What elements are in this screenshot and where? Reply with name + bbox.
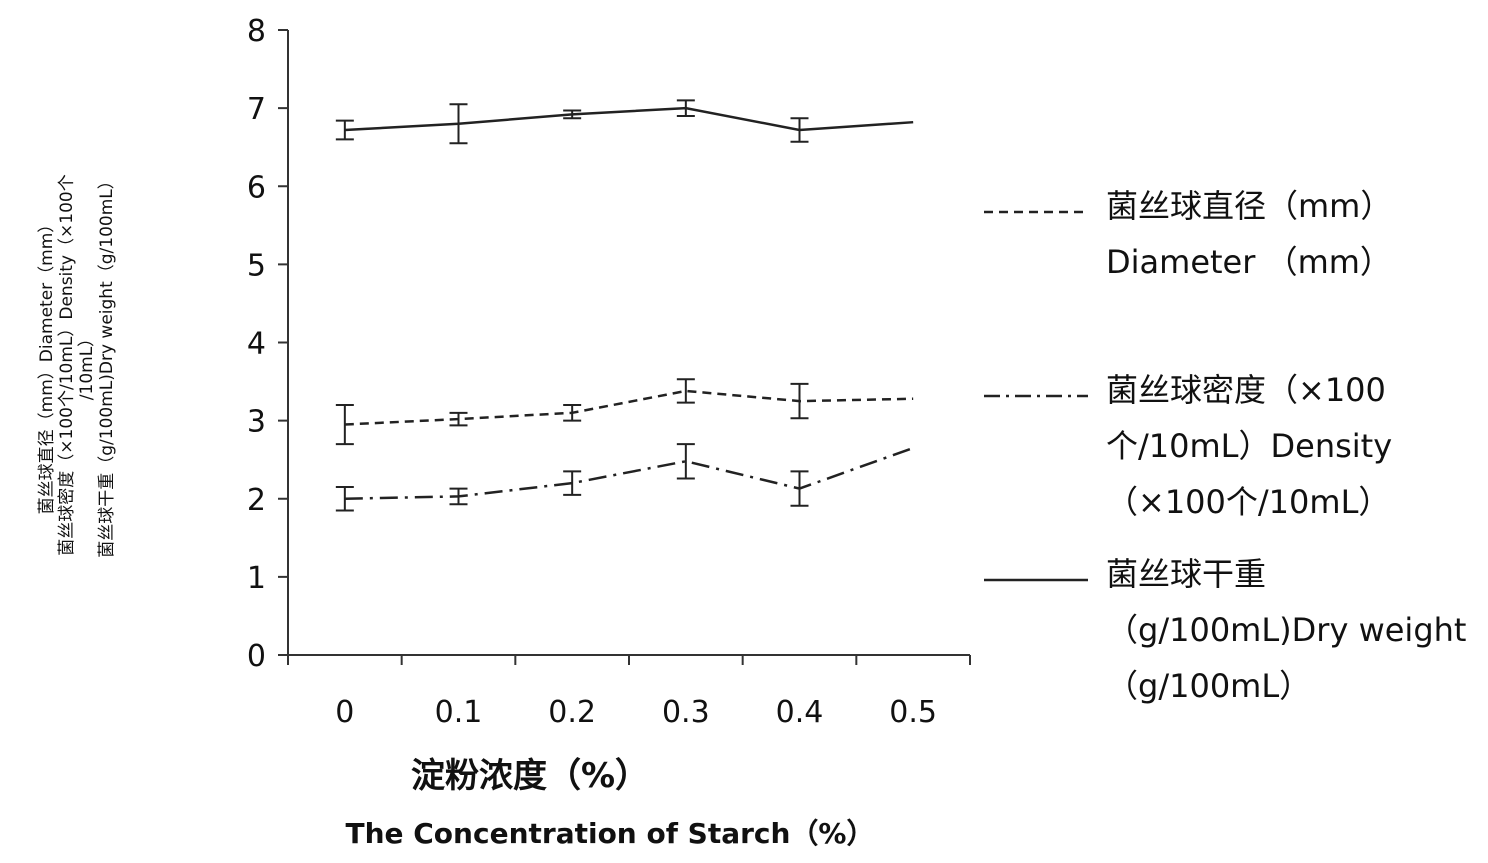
y-tick-label: 8 [247, 14, 266, 49]
y-tick-label: 7 [247, 92, 266, 127]
x-tick-label: 0.1 [435, 695, 483, 730]
series-line-dashed [345, 391, 913, 425]
legend-dash-dot-line [980, 386, 1092, 406]
x-axis-title-cn: 淀粉浓度（%） [380, 748, 680, 797]
legend-label-density: 菌丝球密度（×100个/10mL）Density（×100个/10mL） [1106, 362, 1476, 530]
y-tick-label: 4 [247, 327, 266, 362]
x-tick-label: 0 [335, 695, 354, 730]
legend-solid-line [980, 570, 1092, 590]
legend-dashed-line [980, 202, 1092, 222]
y-tick-label: 3 [247, 405, 266, 440]
y-axis-title-line-4: 菌丝球干重（g/100mL)Dry weight（g/100mL） [97, 45, 117, 685]
y-axis-title: 菌丝球直径（mm）Diameter（mm） 菌丝球密度（×100个/10mL）D… [37, 45, 127, 685]
x-axis-title-en: The Concentration of Starch（%） [250, 812, 970, 852]
x-tick-label: 0.4 [776, 695, 824, 730]
y-tick-label: 1 [247, 561, 266, 596]
y-tick-label: 5 [247, 248, 266, 283]
y-tick-label: 0 [247, 639, 266, 674]
x-tick-label: 0.3 [662, 695, 710, 730]
y-axis-title-line-1: 菌丝球直径（mm）Diameter（mm） [37, 45, 57, 685]
legend-label-diameter: 菌丝球直径（mm）Diameter （mm） [1106, 178, 1476, 290]
y-tick-label: 6 [247, 170, 266, 205]
y-tick-label: 2 [247, 483, 266, 518]
y-axis-title-line-2: 菌丝球密度（×100个/10mL）Density（×100个 [57, 45, 77, 685]
y-axis-title-line-3: /10mL） [77, 45, 97, 685]
x-tick-label: 0.2 [548, 695, 596, 730]
series-line-dash-dot [345, 448, 913, 499]
x-tick-label: 0.5 [889, 695, 937, 730]
series-line-solid [345, 108, 913, 130]
legend-label-dry-weight: 菌丝球干重（g/100mL)Dry weight（g/100mL） [1106, 546, 1476, 714]
